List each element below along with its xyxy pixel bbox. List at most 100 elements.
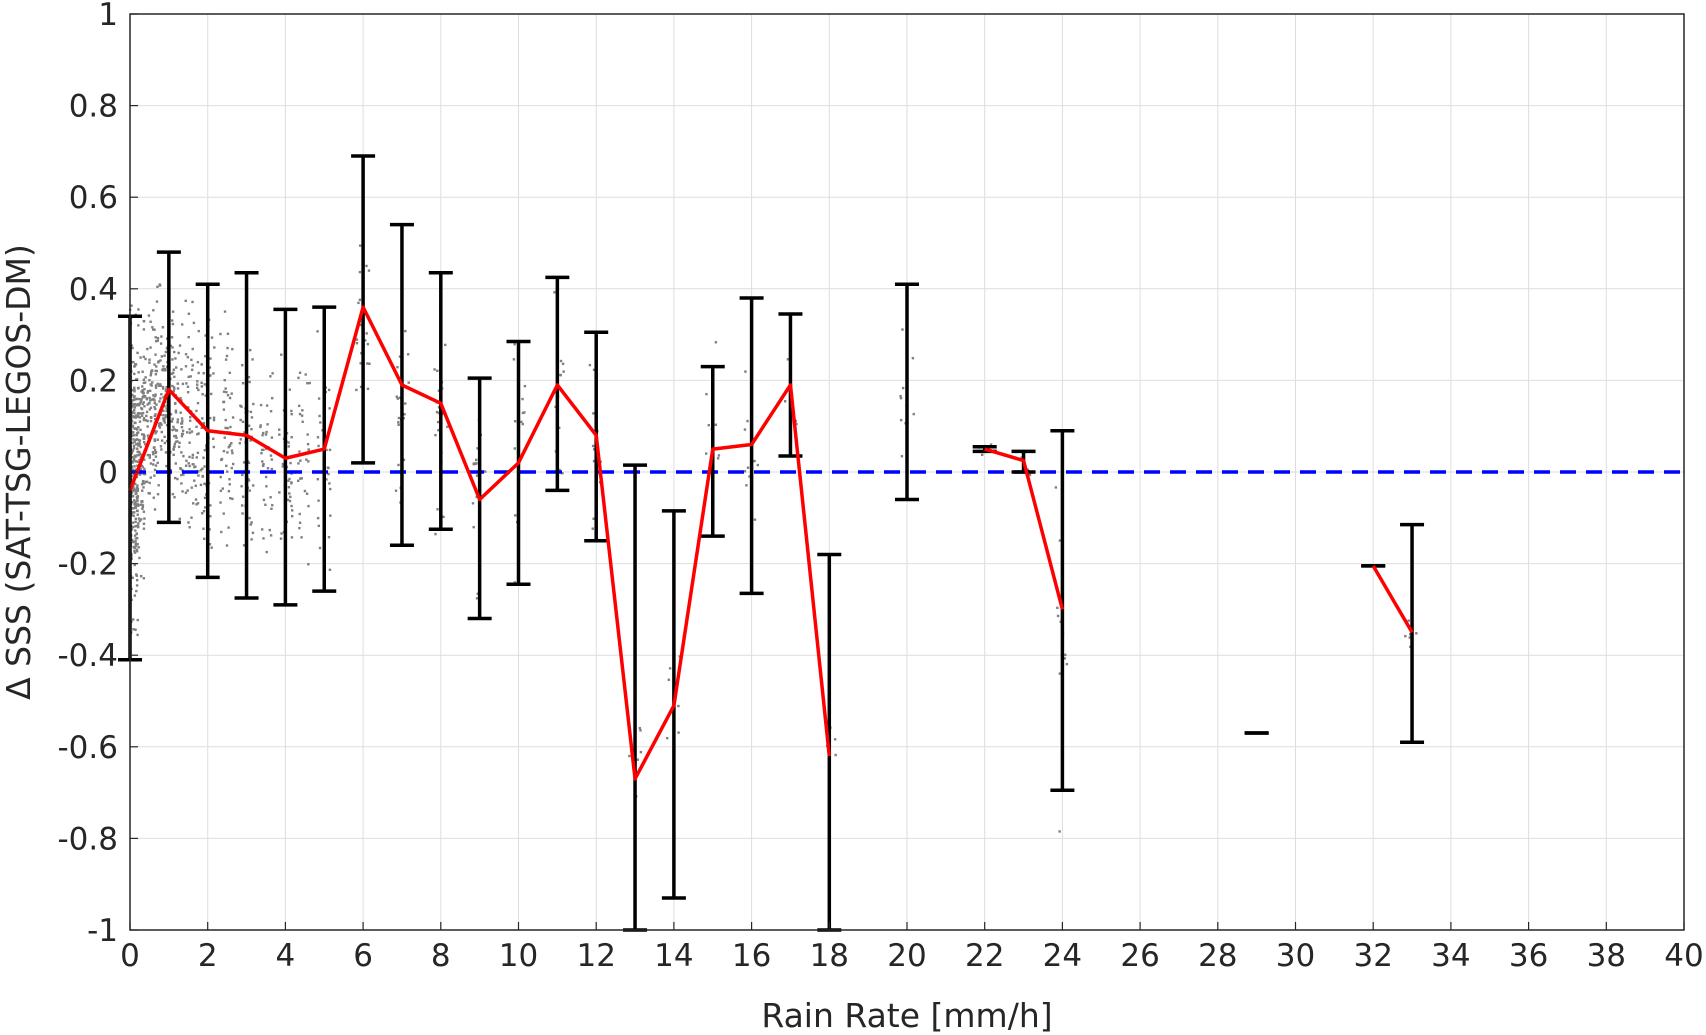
scatter-point: [133, 440, 136, 443]
scatter-point: [171, 310, 175, 313]
scatter-point: [436, 369, 439, 372]
scatter-point: [355, 388, 358, 392]
scatter-point: [186, 385, 190, 388]
scatter-point: [143, 458, 146, 461]
scatter-point: [210, 546, 213, 549]
scatter-point: [251, 531, 255, 535]
scatter-point: [328, 568, 332, 571]
scatter-point: [228, 371, 232, 374]
scatter-point: [261, 431, 265, 435]
scatter-point: [227, 446, 230, 449]
scatter-point: [164, 451, 168, 454]
scatter-point: [188, 428, 191, 431]
scatter-point: [174, 462, 177, 465]
scatter-point: [185, 459, 188, 462]
scatter-point: [132, 457, 136, 461]
scatter-point: [318, 414, 321, 418]
scatter-point: [188, 455, 191, 459]
x-tick-label: 10: [499, 938, 538, 974]
scatter-point: [397, 463, 400, 467]
scatter-point: [136, 378, 139, 381]
scatter-point: [210, 392, 213, 396]
scatter-point: [142, 510, 146, 513]
scatter-point: [154, 413, 157, 416]
scatter-point: [317, 444, 320, 448]
scatter-point: [756, 463, 760, 467]
scatter-point: [204, 506, 207, 509]
scatter-point: [159, 383, 162, 386]
scatter-point: [243, 431, 246, 434]
scatter-point: [162, 396, 165, 399]
scatter-point: [402, 416, 405, 420]
scatter-point: [181, 429, 185, 432]
scatter-point: [148, 361, 151, 364]
scatter-point: [404, 402, 407, 405]
scatter-point: [130, 410, 134, 414]
scatter-point: [132, 514, 135, 518]
scatter-point: [136, 450, 139, 453]
scatter-point: [142, 472, 145, 476]
scatter-point: [153, 401, 156, 405]
scatter-point: [154, 393, 157, 396]
scatter-point: [484, 470, 487, 473]
scatter-point: [179, 396, 182, 400]
scatter-point: [134, 460, 138, 463]
scatter-point: [188, 419, 192, 422]
scatter-point: [561, 472, 564, 475]
scatter-point: [157, 384, 161, 387]
scatter-point: [142, 433, 146, 436]
scatter-point: [521, 422, 524, 426]
scatter-point: [133, 534, 137, 537]
scatter-point: [271, 504, 274, 507]
scatter-point: [161, 326, 165, 329]
scatter-point: [200, 385, 204, 388]
scatter-point: [139, 445, 142, 449]
scatter-point: [175, 436, 178, 440]
scatter-point: [240, 485, 243, 488]
scatter-point: [248, 489, 252, 492]
scatter-point: [290, 409, 293, 413]
scatter-point: [402, 458, 406, 462]
scatter-point: [203, 465, 206, 468]
scatter-point: [264, 433, 268, 436]
scatter-point: [154, 384, 158, 387]
scatter-point: [130, 512, 134, 516]
scatter-point: [141, 402, 144, 406]
scatter-point: [224, 358, 228, 361]
scatter-point: [131, 426, 135, 429]
x-tick-label: 30: [1276, 938, 1315, 974]
scatter-point: [200, 426, 203, 429]
scatter-point: [133, 447, 136, 450]
mean-line-segment: [984, 447, 1065, 610]
scatter-point: [241, 473, 244, 477]
scatter-point: [222, 400, 226, 404]
scatter-point: [132, 403, 135, 406]
scatter-point: [164, 389, 168, 393]
scatter-point: [148, 358, 151, 361]
scatter-point: [190, 358, 193, 362]
scatter-point: [135, 486, 139, 489]
scatter-point: [136, 503, 139, 506]
scatter-point: [136, 447, 139, 450]
scatter-point: [130, 491, 134, 494]
scatter-point: [191, 456, 194, 459]
scatter-point: [268, 528, 272, 532]
scatter-point: [153, 474, 156, 477]
scatter-point: [178, 517, 181, 521]
scatter-point: [899, 418, 903, 422]
scatter-point: [139, 468, 142, 471]
scatter-point: [1020, 456, 1023, 459]
scatter-point: [172, 386, 176, 389]
scatter-point: [521, 397, 524, 401]
scatter-point: [133, 364, 137, 368]
x-tick-label: 0: [120, 938, 140, 974]
scatter-point: [150, 416, 153, 419]
scatter-point: [159, 359, 162, 362]
scatter-point: [163, 441, 167, 445]
scatter-point: [176, 382, 179, 385]
scatter-point: [222, 512, 225, 515]
x-tick-label: 36: [1509, 938, 1548, 974]
y-tick-label: 0.6: [69, 180, 118, 216]
scatter-point: [229, 497, 232, 500]
scatter-point: [134, 520, 137, 524]
